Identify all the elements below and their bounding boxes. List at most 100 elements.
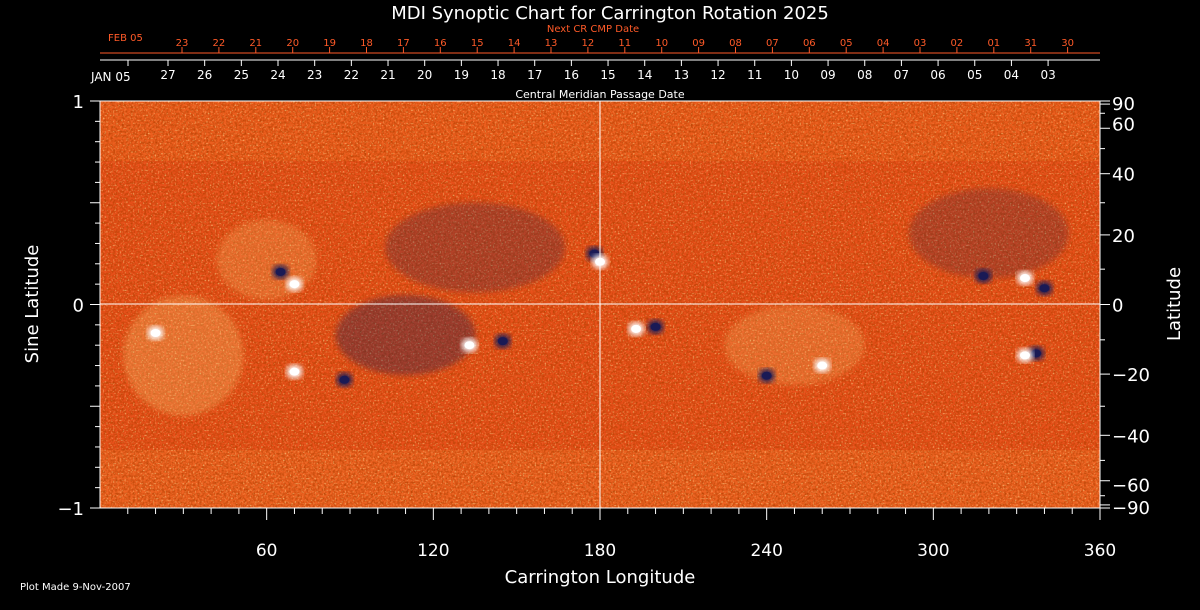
next-cr-axis-label: Next CR CMP Date (547, 24, 639, 35)
next-cr-date-label: 22 (213, 38, 226, 49)
next-cr-date-label: 14 (508, 38, 521, 49)
right-y-tick-label: 20 (1112, 226, 1135, 247)
right-y-tick-label: −90 (1112, 498, 1150, 519)
right-y-tick-label: −40 (1112, 426, 1150, 447)
negative-polarity-core (1039, 284, 1050, 293)
negative-polarity-core (761, 371, 772, 380)
x-tick-label: 360 (1084, 541, 1116, 561)
next-cr-date-label: 03 (914, 38, 927, 49)
flux-cloud (724, 305, 865, 386)
cmp-date-label: 18 (490, 68, 505, 82)
next-cr-date-label: 05 (840, 38, 853, 49)
cmp-date-label: 11 (747, 68, 762, 82)
next-cr-date-label: 20 (286, 38, 299, 49)
x-tick-label: 120 (417, 541, 449, 561)
cmp-date-label: 26 (197, 68, 212, 82)
cmp-date-label: 17 (527, 68, 542, 82)
positive-polarity-core (631, 324, 642, 333)
flux-cloud (216, 219, 317, 300)
cmp-date-label: 16 (564, 68, 579, 82)
left-y-tick-label: 1 (73, 92, 84, 113)
cmp-date-label: 25 (234, 68, 249, 82)
next-cr-date-label: 17 (397, 38, 410, 49)
negative-polarity-core (650, 322, 661, 331)
next-cr-date-label: 11 (618, 38, 631, 49)
cmp-date-label: 06 (930, 68, 945, 82)
next-cr-date-label: 08 (729, 38, 742, 49)
next-cr-date-label: 19 (323, 38, 336, 49)
next-cr-date-label: 15 (471, 38, 484, 49)
active-region-layer (123, 188, 1069, 416)
right-y-tick-label: 0 (1112, 296, 1123, 317)
next-cr-date-label: 09 (692, 38, 705, 49)
positive-polarity-core (150, 328, 161, 337)
chart-title: MDI Synoptic Chart for Carrington Rotati… (391, 3, 829, 24)
left-y-tick-label: −1 (57, 499, 84, 520)
negative-polarity-core (339, 375, 350, 384)
negative-polarity-core (275, 267, 286, 276)
cmp-date-label: 27 (160, 68, 175, 82)
x-tick-label: 300 (917, 541, 949, 561)
positive-polarity-core (464, 341, 475, 350)
right-y-tick-label: −60 (1112, 476, 1150, 497)
positive-polarity-core (289, 367, 300, 376)
cmp-date-label: 19 (454, 68, 469, 82)
cmp-date-label: 20 (417, 68, 432, 82)
cmp-date-label: 22 (344, 68, 359, 82)
right-y-tick-label: −20 (1112, 365, 1150, 386)
cmp-date-label: 03 (1040, 68, 1055, 82)
next-cr-date-label: 04 (877, 38, 890, 49)
cmp-date-label: 14 (637, 68, 652, 82)
x-tick-label: 240 (750, 541, 782, 561)
cmp-date-label: 21 (380, 68, 395, 82)
next-cr-date-label: 12 (582, 38, 595, 49)
positive-polarity-core (817, 361, 828, 370)
next-cr-date-label: 30 (1061, 38, 1074, 49)
next-cr-start-label: FEB 05 (108, 33, 143, 44)
cmp-date-label: 04 (1004, 68, 1019, 82)
cmp-date-label: 09 (820, 68, 835, 82)
cmp-date-label: 07 (894, 68, 909, 82)
next-cr-date-label: 16 (434, 38, 447, 49)
left-y-axis: 1 0 −1 (57, 92, 100, 520)
flux-cloud (335, 295, 476, 376)
cmp-date-label: 10 (784, 68, 799, 82)
x-tick-label: 60 (256, 541, 278, 561)
x-axis-label: Carrington Longitude (505, 567, 696, 588)
cmp-date-label: 13 (674, 68, 689, 82)
next-cr-date-label: 23 (176, 38, 189, 49)
right-y-axis-label: Latitude (1164, 267, 1185, 341)
next-cr-date-label: 10 (655, 38, 668, 49)
positive-polarity-core (289, 280, 300, 289)
right-y-tick-label: 60 (1112, 114, 1135, 135)
flux-cloud (908, 188, 1069, 279)
next-cr-date-label: 21 (249, 38, 262, 49)
right-y-tick-label: 40 (1112, 165, 1135, 186)
cmp-date-label: 08 (857, 68, 872, 82)
positive-polarity-core (1020, 351, 1030, 360)
plot-made-footer: Plot Made 9-Nov-2007 (20, 582, 131, 593)
cmp-date-label: 12 (710, 68, 725, 82)
negative-polarity-core (978, 272, 989, 281)
next-cr-date-label: 07 (766, 38, 779, 49)
left-y-tick-label: 0 (73, 296, 84, 317)
cmp-date-label: 15 (600, 68, 615, 82)
x-tick-label: 180 (584, 541, 616, 561)
cmp-start-label: JAN 05 (90, 70, 131, 84)
flux-cloud (385, 202, 565, 293)
negative-polarity-core (1031, 349, 1042, 358)
x-axis: 60 120 180 240 300 360 (127, 508, 1116, 561)
cmp-date-label: 23 (307, 68, 322, 82)
cmp-date-ticks: 27 26 25 24 23 22 21 20 19 18 17 16 15 14 13 12 11 10 09 08… (100, 59, 1100, 82)
cmp-date-label: 24 (270, 68, 285, 82)
next-cr-date-label: 02 (951, 38, 964, 49)
next-cr-date-label: 01 (987, 38, 1000, 49)
next-cr-date-label: 13 (545, 38, 558, 49)
cmp-date-label: 05 (967, 68, 982, 82)
negative-polarity-core (497, 337, 508, 346)
flux-cloud (123, 295, 244, 416)
next-cr-date-label: 18 (360, 38, 373, 49)
cmp-axis-label: Central Meridian Passage Date (515, 88, 684, 101)
